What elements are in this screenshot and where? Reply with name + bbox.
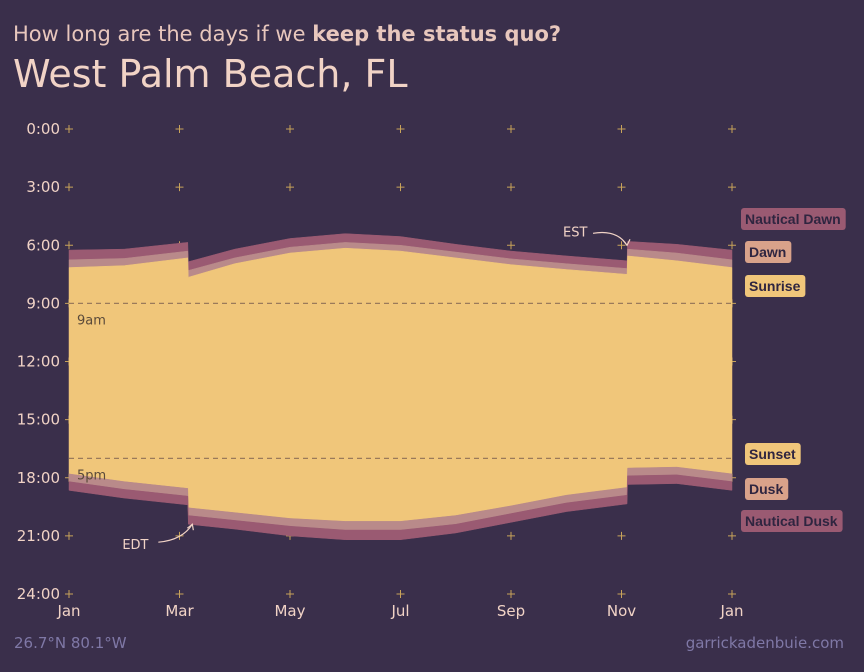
legend-label: Nautical Dusk	[745, 513, 838, 529]
x-tick-label: Nov	[607, 602, 636, 620]
grid-marker	[65, 125, 73, 133]
grid-marker	[175, 125, 184, 133]
grid-marker	[507, 590, 515, 598]
annotation-label: EDT	[122, 538, 148, 553]
grid-marker	[65, 183, 73, 192]
grid-marker	[286, 183, 294, 192]
chart-title: West Palm Beach, FL	[13, 52, 408, 96]
x-tick-label: Mar	[165, 602, 194, 620]
location-coordinates: 26.7°N 80.1°W	[14, 634, 127, 652]
y-tick-label: 12:00	[17, 353, 60, 371]
legend-tag	[745, 241, 792, 263]
chart-subtitle: How long are the days if we keep the sta…	[13, 22, 561, 46]
grid-marker	[396, 183, 405, 192]
grid-marker	[65, 590, 73, 598]
grid-marker	[728, 183, 736, 192]
legend-tag	[741, 510, 843, 532]
annotation-arrowhead	[622, 239, 631, 247]
annotation-label: EST	[563, 225, 587, 240]
y-tick-label: 15:00	[17, 411, 60, 429]
grid-marker	[728, 125, 736, 133]
subtitle-emphasis: keep the status quo?	[312, 22, 562, 46]
grid-marker	[507, 531, 515, 540]
x-tick-label: May	[274, 602, 305, 620]
reference-line-label: 9am	[77, 313, 106, 328]
grid-marker	[65, 531, 73, 540]
grid-marker	[728, 590, 736, 598]
legend-tag	[745, 443, 801, 465]
grid-marker	[617, 241, 626, 250]
grid-marker	[396, 590, 405, 598]
x-tick-label: Jul	[390, 602, 409, 620]
grid-marker	[617, 590, 626, 598]
grid-marker	[617, 125, 626, 133]
annotation-arrow	[158, 523, 193, 543]
legend-tag	[745, 275, 806, 297]
legend-tag	[745, 478, 789, 500]
legend-tag	[741, 208, 846, 230]
legend-label: Dusk	[749, 481, 783, 497]
grid-marker	[175, 590, 184, 598]
grid-marker	[728, 241, 736, 250]
credit-link[interactable]: garrickadenbuie.com	[685, 634, 844, 652]
x-tick-label: Sep	[497, 602, 525, 620]
x-tick-label: Jan	[56, 602, 80, 620]
legend-label: Dawn	[749, 244, 786, 260]
y-tick-label: 24:00	[17, 585, 60, 603]
subtitle-prefix: How long are the days if we	[13, 22, 313, 46]
y-tick-label: 6:00	[26, 236, 60, 254]
grid-marker	[175, 183, 184, 192]
legend-label: Sunrise	[749, 278, 801, 294]
grid-marker	[507, 183, 515, 192]
grid-marker	[507, 241, 515, 250]
grid-marker	[65, 241, 73, 250]
grid-marker	[286, 125, 294, 133]
x-tick-label: Jan	[719, 602, 743, 620]
grid-marker	[617, 531, 626, 540]
grid-marker	[507, 125, 515, 133]
y-tick-label: 21:00	[17, 527, 60, 545]
y-tick-label: 0:00	[26, 120, 60, 138]
nautical-dusk-band	[68, 474, 733, 540]
grid-marker	[728, 531, 736, 540]
grid-marker	[617, 183, 626, 192]
y-tick-label: 18:00	[17, 469, 60, 487]
legend-label: Nautical Dawn	[745, 211, 841, 227]
legend-label: Sunset	[749, 446, 796, 462]
reference-line-label: 5pm	[77, 468, 106, 483]
y-tick-label: 9:00	[26, 294, 60, 312]
grid-marker	[286, 590, 294, 598]
y-tick-label: 3:00	[26, 178, 60, 196]
annotation-arrowhead	[186, 523, 194, 531]
grid-marker	[396, 125, 405, 133]
